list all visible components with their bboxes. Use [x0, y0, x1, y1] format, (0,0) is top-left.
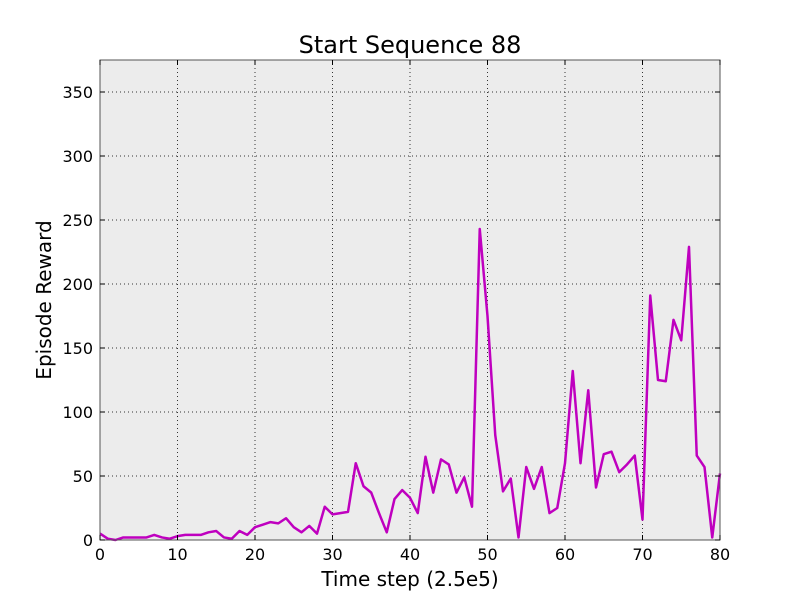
y-tick-label-1: 50	[73, 467, 93, 486]
y-tick-label-7: 350	[62, 83, 93, 102]
chart-title: Start Sequence 88	[299, 31, 522, 59]
x-tick-label-3: 30	[322, 545, 342, 564]
grid-lines	[100, 60, 720, 540]
series-layer	[99, 227, 722, 542]
y-tick-label-0: 0	[83, 531, 93, 550]
x-tick-label-1: 10	[167, 545, 187, 564]
y-tick-label-3: 150	[62, 339, 93, 358]
x-tick-label-6: 60	[555, 545, 575, 564]
x-tick-label-5: 50	[477, 545, 497, 564]
x-tick-label-4: 40	[400, 545, 420, 564]
y-axis-title: Episode Reward	[32, 220, 56, 379]
x-axis-title: Time step (2.5e5)	[320, 567, 498, 591]
series-line-0	[99, 227, 722, 542]
axis-ticks: 0 10 20 30 40 50 60 70 80 0 50 100 150 200 250 300 350	[62, 60, 730, 564]
x-tick-label-8: 80	[710, 545, 730, 564]
y-tick-label-6: 300	[62, 147, 93, 166]
x-tick-label-2: 20	[245, 545, 265, 564]
y-tick-label-2: 100	[62, 403, 93, 422]
x-tick-label-7: 70	[632, 545, 652, 564]
y-tick-label-4: 200	[62, 275, 93, 294]
x-tick-label-0: 0	[95, 545, 105, 564]
y-tick-label-5: 250	[62, 211, 93, 230]
